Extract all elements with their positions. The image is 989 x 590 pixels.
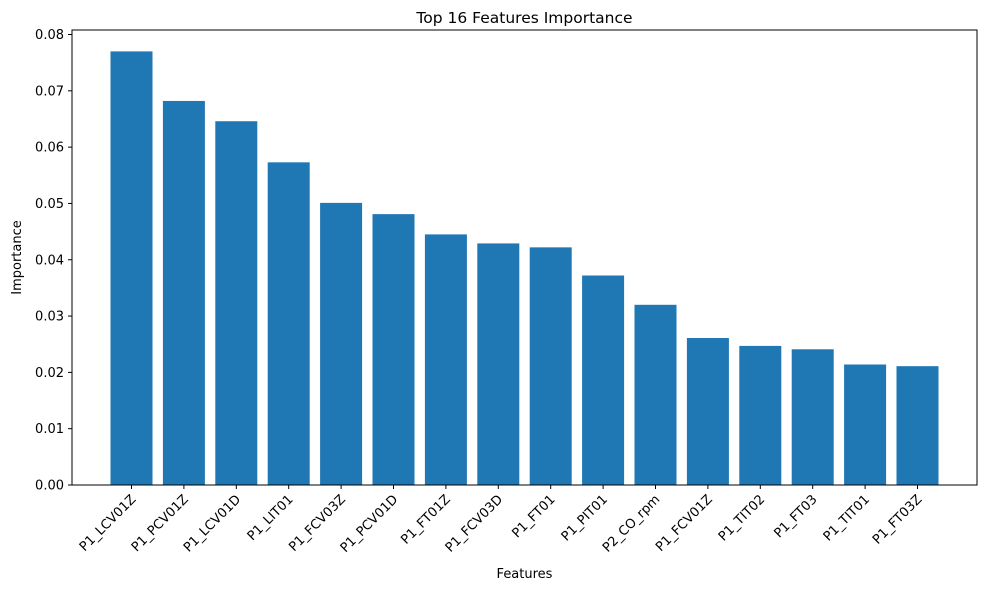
y-tick-label: 0.00 [35,479,64,494]
bar [215,121,258,485]
bar [844,364,887,485]
bar [110,51,153,486]
y-tick-label: 0.06 [35,141,64,156]
y-tick-label: 0.07 [35,84,64,99]
bar [739,345,782,485]
y-tick-label: 0.08 [35,28,64,43]
y-axis-title: Importance [10,220,25,295]
bar [896,366,939,485]
bars-group [110,51,939,486]
bar [320,202,363,485]
bar [162,100,205,485]
bar [372,214,415,485]
bar [267,162,310,485]
bar [529,247,572,485]
bar [582,275,625,485]
y-tick-label: 0.02 [35,366,64,381]
y-tick-label: 0.05 [35,197,64,212]
plot-frame [71,29,978,486]
bar [791,349,834,485]
bar [634,304,677,485]
bar [424,234,467,485]
x-axis-title: Features [497,567,553,582]
y-tick-label: 0.04 [35,253,64,268]
y-axis: 0.00 0.01 0.02 0.03 0.04 0.05 0.06 0.07 0.08 [35,28,72,494]
bar [477,243,520,485]
bar [686,338,729,485]
y-tick-label: 0.01 [35,422,64,437]
y-tick-label: 0.03 [35,310,64,325]
chart-title: Top 16 Features Importance [415,9,632,27]
